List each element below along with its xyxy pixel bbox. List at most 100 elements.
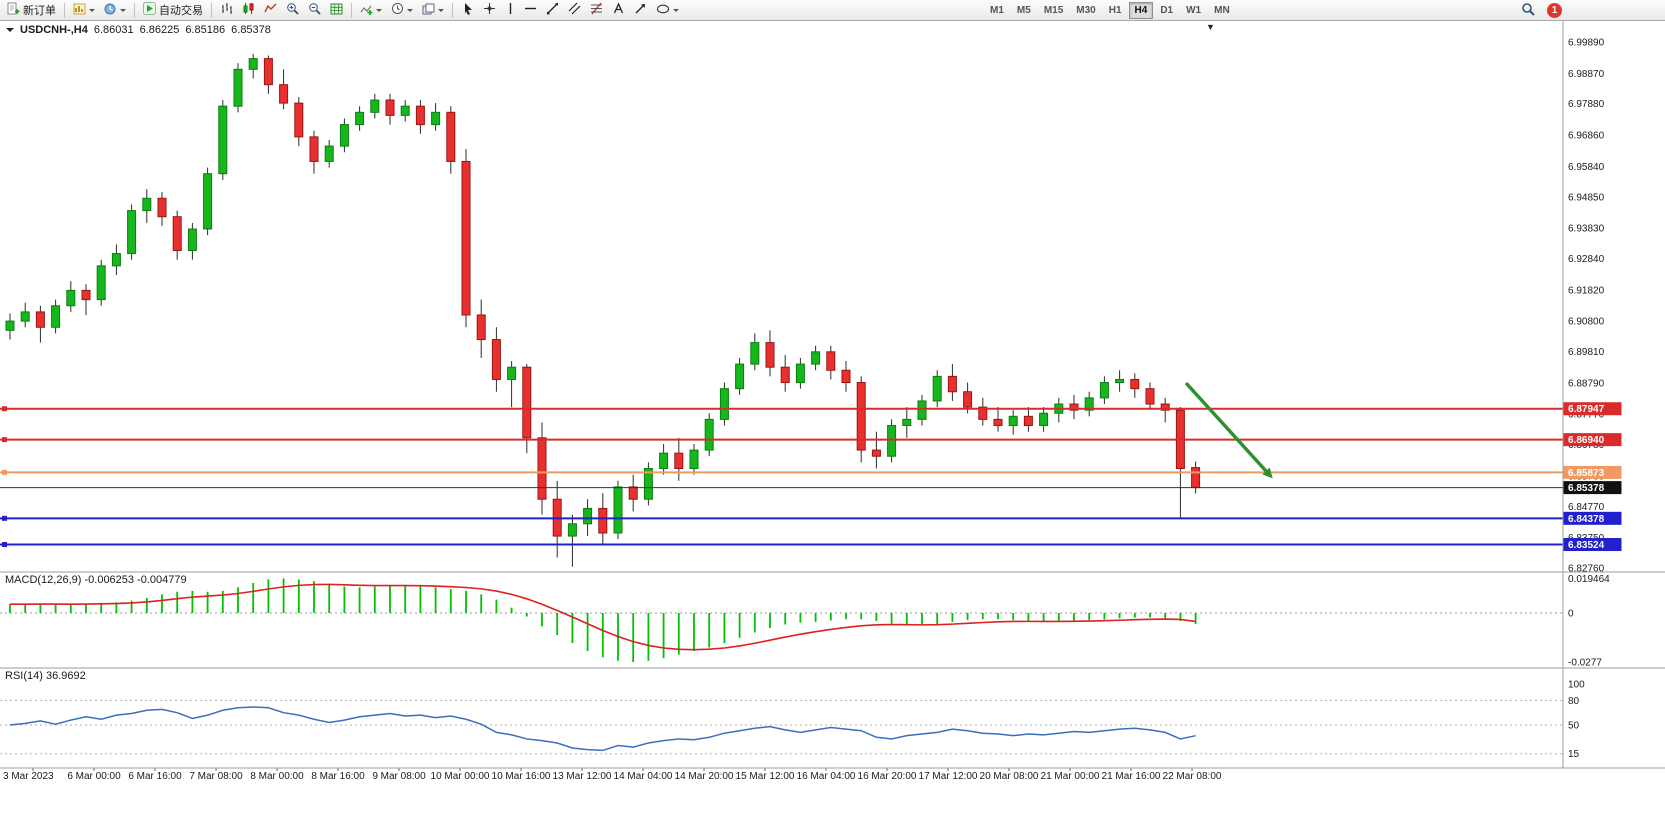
search-icon [1521, 2, 1535, 19]
svg-text:6.83524: 6.83524 [1568, 540, 1605, 551]
svg-text:6.85378: 6.85378 [1568, 483, 1605, 494]
crosshair-tool-button[interactable] [479, 1, 500, 19]
svg-text:10 Mar 16:00: 10 Mar 16:00 [492, 771, 551, 782]
timeframe-button-h4[interactable]: H4 [1128, 1, 1154, 19]
timeframe-button-m5[interactable]: M5 [1011, 2, 1037, 19]
periods-icon [391, 2, 404, 18]
toolbar-separator [211, 2, 212, 18]
profiles-button[interactable] [100, 1, 130, 19]
svg-text:6.89810: 6.89810 [1568, 347, 1605, 358]
svg-text:6.84770: 6.84770 [1568, 502, 1605, 513]
candlestick-mode-button[interactable] [238, 1, 259, 19]
timeframe-button-mn[interactable]: MN [1208, 2, 1236, 19]
new-chart-button[interactable] [69, 1, 99, 19]
arrows-tool-button[interactable] [630, 1, 651, 19]
time-axis[interactable]: 3 Mar 2023 6 Mar 00:00 6 Mar 16:00 7 Mar 08… [3, 768, 1222, 782]
svg-text:14 Mar 04:00: 14 Mar 04:00 [614, 771, 673, 782]
timeframe-button-m1[interactable]: M1 [984, 2, 1010, 19]
price-axis[interactable]: 6.99890 6.98870 6.97880 6.96860 6.95840 6.948… [1563, 38, 1622, 761]
autotrading-button[interactable]: 自动交易 [139, 1, 207, 19]
candlestick-icon [242, 2, 255, 18]
new-order-button[interactable]: 新订单 [3, 1, 60, 19]
fibonacci-tool-button[interactable] [586, 1, 607, 19]
notification-badge[interactable]: 1 [1547, 2, 1562, 18]
periods-button[interactable] [387, 1, 417, 19]
arrows-tool-icon [634, 2, 647, 18]
equidistant-channel-icon [568, 2, 581, 18]
symbol-title: USDCNH-,H4 [20, 24, 88, 36]
svg-text:6.84378: 6.84378 [1568, 514, 1605, 525]
svg-text:15: 15 [1568, 749, 1580, 760]
svg-text:6 Mar 16:00: 6 Mar 16:00 [128, 771, 182, 782]
line-chart-icon [264, 2, 277, 18]
horizontal-line-object[interactable] [0, 542, 1563, 548]
zoom-in-button[interactable] [282, 1, 303, 19]
chart-shift-marker-icon[interactable]: ▼ [1206, 22, 1215, 32]
text-tool-button[interactable] [608, 1, 629, 19]
line-chart-mode-button[interactable] [260, 1, 281, 19]
price-panel[interactable] [0, 53, 1563, 567]
dropdown-caret-icon [120, 9, 126, 15]
rsi-label: RSI(14) [5, 670, 43, 682]
chart-svg[interactable]: 3 Mar 2023 6 Mar 00:00 6 Mar 16:00 7 Mar 08… [0, 21, 1665, 786]
svg-text:8 Mar 00:00: 8 Mar 00:00 [250, 771, 304, 782]
svg-text:6.91820: 6.91820 [1568, 285, 1605, 296]
svg-text:100: 100 [1568, 680, 1585, 691]
shapes-icon [656, 3, 670, 18]
horizontal-line-object[interactable] [0, 515, 1563, 521]
trend-arrow-object[interactable] [1184, 381, 1273, 479]
horizontal-line-object[interactable] [0, 469, 1563, 475]
crosshair-icon [483, 2, 496, 18]
dropdown-caret-icon [407, 9, 413, 15]
timeframe-button-m15[interactable]: M15 [1038, 2, 1069, 19]
trendline-tool-button[interactable] [542, 1, 563, 19]
svg-text:13 Mar 12:00: 13 Mar 12:00 [553, 771, 612, 782]
svg-text:0.019464: 0.019464 [1568, 574, 1610, 585]
horizontal-line-tool-button[interactable] [520, 1, 541, 19]
timeframe-button-h1[interactable]: H1 [1103, 2, 1128, 19]
dropdown-caret-icon [673, 9, 679, 15]
svg-text:21 Mar 16:00: 21 Mar 16:00 [1102, 771, 1161, 782]
grid-icon [330, 3, 343, 18]
svg-text:22 Mar 08:00: 22 Mar 08:00 [1163, 771, 1222, 782]
vertical-line-tool-button[interactable] [501, 1, 519, 19]
autotrading-label: 自动交易 [159, 5, 203, 17]
one-click-trading-toggle-icon[interactable] [6, 28, 14, 36]
macd-pane-label: MACD(12,26,9) -0.006253 -0.004779 [5, 574, 187, 586]
horizontal-line-object[interactable] [0, 406, 1563, 412]
macd-label: MACD(12,26,9) [5, 574, 82, 586]
toolbar-right-cluster: 1 [1517, 1, 1562, 19]
new-chart-icon [73, 3, 86, 18]
svg-text:6.97880: 6.97880 [1568, 99, 1605, 110]
svg-text:7 Mar 08:00: 7 Mar 08:00 [189, 771, 243, 782]
macd-panel[interactable] [0, 578, 1563, 663]
chart-title: USDCNH-,H4 6.86031 6.86225 6.85186 6.853… [6, 24, 271, 36]
timeframe-button-m30[interactable]: M30 [1070, 2, 1101, 19]
bar-chart-mode-button[interactable] [216, 1, 237, 19]
templates-button[interactable] [418, 1, 448, 19]
macd-values: -0.006253 -0.004779 [84, 574, 187, 586]
horizontal-line-icon [524, 4, 537, 16]
chart-canvas[interactable]: 3 Mar 2023 6 Mar 00:00 6 Mar 16:00 7 Mar 08… [0, 21, 1665, 787]
equidistant-channel-tool-button[interactable] [564, 1, 585, 19]
horizontal-line-object[interactable] [0, 437, 1563, 443]
shapes-dropdown-button[interactable] [652, 1, 683, 19]
vertical-line-icon [506, 2, 515, 18]
timeframe-toolbar: M1 M5 M15 M30 H1 H4 D1 W1 MN [984, 1, 1236, 19]
bars-icon [220, 2, 233, 18]
svg-text:6.93830: 6.93830 [1568, 224, 1605, 235]
rsi-panel[interactable] [0, 699, 1563, 755]
svg-text:6.94850: 6.94850 [1568, 192, 1605, 203]
timeframe-button-w1[interactable]: W1 [1180, 2, 1207, 19]
cursor-tool-button[interactable] [457, 1, 478, 19]
timeframe-button-d1[interactable]: D1 [1154, 2, 1179, 19]
search-button[interactable] [1517, 1, 1539, 19]
svg-text:15 Mar 12:00: 15 Mar 12:00 [736, 771, 795, 782]
grid-toggle-button[interactable] [326, 1, 347, 19]
svg-text:6.82760: 6.82760 [1568, 564, 1605, 575]
svg-text:6.95840: 6.95840 [1568, 162, 1605, 173]
zoom-out-button[interactable] [304, 1, 325, 19]
indicators-button[interactable] [356, 1, 386, 19]
dropdown-caret-icon [376, 9, 382, 15]
